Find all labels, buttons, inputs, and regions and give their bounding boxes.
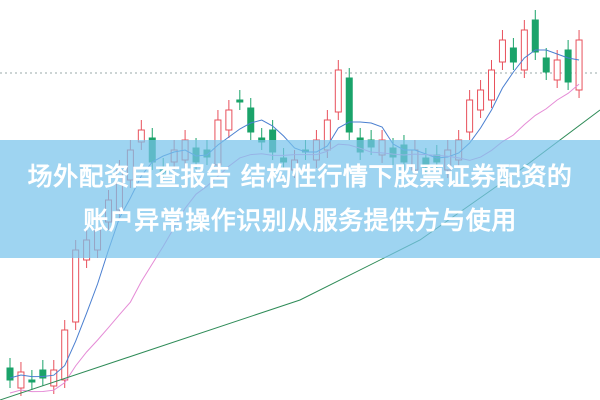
candle-body [345, 77, 353, 133]
candle-body [575, 39, 583, 91]
title-banner: 场外配资自查报告 结构性行情下股票证券配资的 账户异常操作识别从服务提供方与使用 [0, 140, 600, 258]
candle-body [564, 49, 572, 83]
candle-body [6, 367, 14, 381]
candle-body [466, 99, 474, 133]
candle-body [50, 369, 58, 387]
candle-body [236, 99, 244, 103]
candle-body [531, 19, 539, 53]
candle-body [72, 249, 80, 323]
title-line-2: 账户异常操作识别从服务提供方与使用 [83, 206, 517, 235]
title-line-1: 场外配资自查报告 结构性行情下股票证券配资的 [27, 162, 573, 191]
candle-body [542, 57, 550, 73]
candle-body [39, 369, 47, 379]
candle-body [553, 59, 561, 81]
candle-body [61, 329, 69, 381]
candle-body [477, 89, 485, 111]
candle-body [225, 109, 233, 131]
candle-body [520, 29, 528, 71]
candle-body [509, 47, 517, 63]
candle-body [247, 107, 255, 133]
candle-body [334, 69, 342, 113]
candle-body [28, 379, 36, 383]
candle-body [17, 371, 25, 389]
candle-body [488, 69, 496, 101]
candle-body [498, 39, 506, 63]
